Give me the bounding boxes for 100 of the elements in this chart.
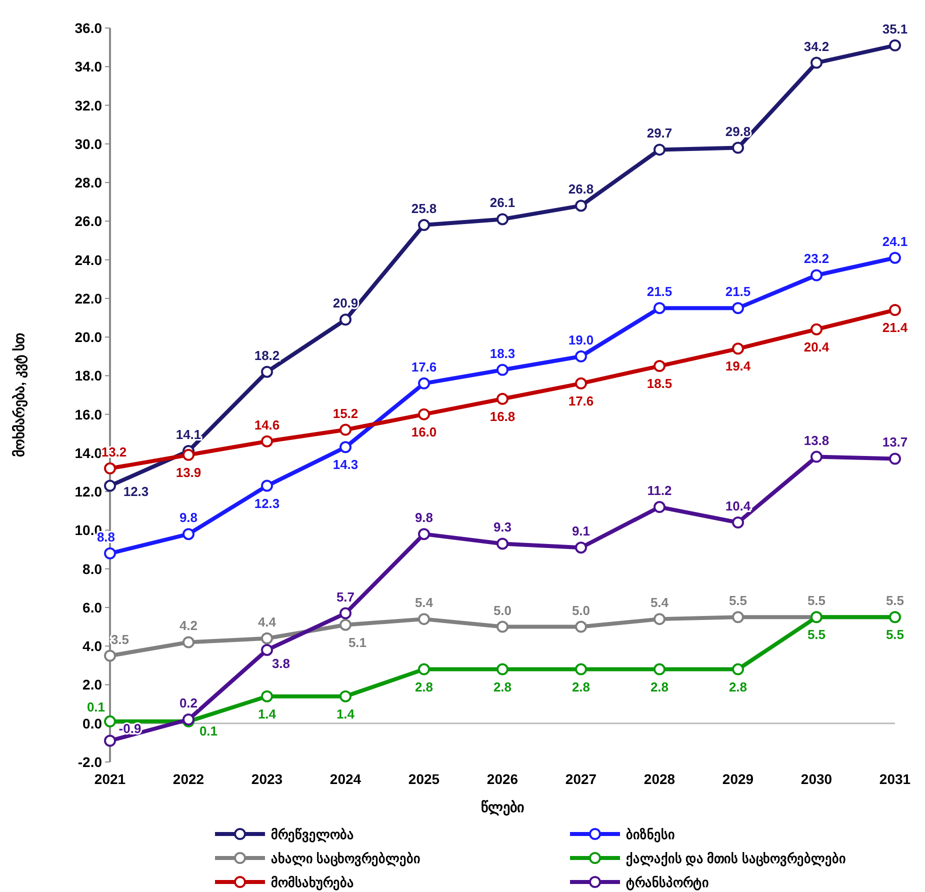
data-label: 0.1 (199, 723, 218, 738)
y-tick-label: 26.0 (74, 213, 102, 230)
point (261, 632, 273, 644)
data-label: 3.8 (272, 656, 290, 671)
point (418, 613, 430, 626)
point (418, 663, 430, 676)
point (261, 366, 273, 378)
data-label: 13.7 (882, 434, 908, 450)
point (889, 252, 901, 264)
data-label: 11.2 (647, 483, 672, 498)
data-label: 19.0 (568, 332, 594, 348)
y-tick-label: 36.0 (74, 20, 102, 36)
data-label: 1.4 (336, 706, 356, 722)
point (654, 613, 666, 626)
data-label: 17.6 (411, 359, 437, 374)
data-label: 35.1 (882, 21, 908, 36)
point (340, 314, 352, 326)
point (732, 663, 744, 676)
data-label: 5.5 (807, 627, 826, 642)
point (496, 620, 508, 633)
data-label: 20.4 (804, 339, 830, 354)
point (104, 734, 116, 747)
point (732, 611, 744, 624)
point (732, 142, 744, 154)
point (732, 302, 744, 314)
point (732, 516, 744, 528)
point (104, 462, 116, 474)
data-label: 5.5 (886, 627, 904, 642)
data-label: 19.4 (725, 358, 752, 374)
x-tick-label: 2029 (722, 771, 754, 787)
point (418, 219, 430, 232)
data-label: 29.8 (725, 124, 751, 139)
y-tick-label: -2.0 (78, 754, 102, 770)
x-tick-label: 2022 (172, 771, 204, 787)
data-label: 5.0 (493, 602, 512, 618)
data-label: 3.5 (110, 632, 130, 647)
y-tick-label: 28.0 (74, 174, 102, 191)
y-tick-label: 18.0 (74, 368, 102, 384)
x-tick-label: 2030 (800, 771, 832, 787)
data-label: 9.8 (179, 510, 198, 526)
x-tick-label: 2023 (251, 771, 283, 787)
data-label: 26.8 (568, 182, 594, 197)
data-label: 2.8 (572, 679, 590, 694)
x-tick-label: 2026 (486, 771, 518, 787)
y-tick-label: 2.0 (82, 676, 102, 693)
data-label: 2.8 (414, 679, 434, 694)
y-tick-label: 22.0 (74, 290, 102, 306)
point (496, 364, 508, 376)
data-label: 1.4 (258, 706, 277, 722)
point (340, 424, 352, 436)
y-tick-label: 14.0 (74, 444, 102, 461)
data-label: 34.2 (804, 38, 830, 54)
legend-label: ახალი საცხოვრებლები (271, 851, 421, 867)
data-label: 12.3 (254, 496, 280, 511)
point (654, 663, 666, 676)
point (810, 56, 822, 69)
point (654, 144, 666, 156)
point (340, 690, 352, 702)
data-label: 24.1 (882, 234, 908, 249)
data-label: 5.4 (414, 595, 434, 610)
point (889, 39, 901, 52)
data-label: 5.5 (886, 593, 904, 608)
point (418, 528, 430, 540)
point (104, 650, 116, 662)
data-label: 5.1 (348, 634, 367, 650)
x-tick-label: 2025 (408, 771, 440, 787)
legend-label: მრეწველობა (271, 827, 354, 843)
data-label: 26.1 (490, 195, 516, 210)
x-tick-label: 2031 (879, 771, 911, 787)
point (182, 448, 194, 461)
data-label: 23.2 (804, 251, 830, 266)
data-label: 5.5 (807, 593, 826, 608)
y-tick-label: 8.0 (82, 560, 102, 577)
data-label: 0.2 (179, 696, 198, 711)
data-label: 16.0 (411, 424, 437, 440)
x-axis-title: წლები (481, 799, 524, 816)
data-label: 14.1 (176, 427, 202, 442)
legend-label: ტრანსპორტი (626, 875, 709, 891)
data-label: 2.8 (728, 679, 748, 694)
y-tick-label: 6.0 (82, 599, 102, 616)
y-tick-label: 34.0 (74, 58, 102, 75)
point (810, 269, 822, 282)
data-label: 17.6 (568, 393, 594, 408)
y-tick-label: 0.0 (82, 715, 102, 732)
data-label: 21.4 (882, 320, 908, 336)
point (104, 547, 116, 560)
data-label: 14.6 (254, 417, 280, 432)
point (654, 501, 666, 514)
point (654, 360, 666, 372)
data-label: 13.8 (804, 432, 830, 448)
point (340, 441, 352, 454)
y-tick-label: 20.0 (74, 329, 102, 346)
data-label: 29.7 (646, 126, 672, 141)
point (810, 323, 822, 336)
point (575, 542, 587, 554)
y-tick-label: 12.0 (74, 484, 102, 500)
x-tick-label: 2028 (644, 771, 676, 787)
point (575, 663, 587, 676)
point (340, 618, 352, 631)
point (261, 690, 273, 702)
